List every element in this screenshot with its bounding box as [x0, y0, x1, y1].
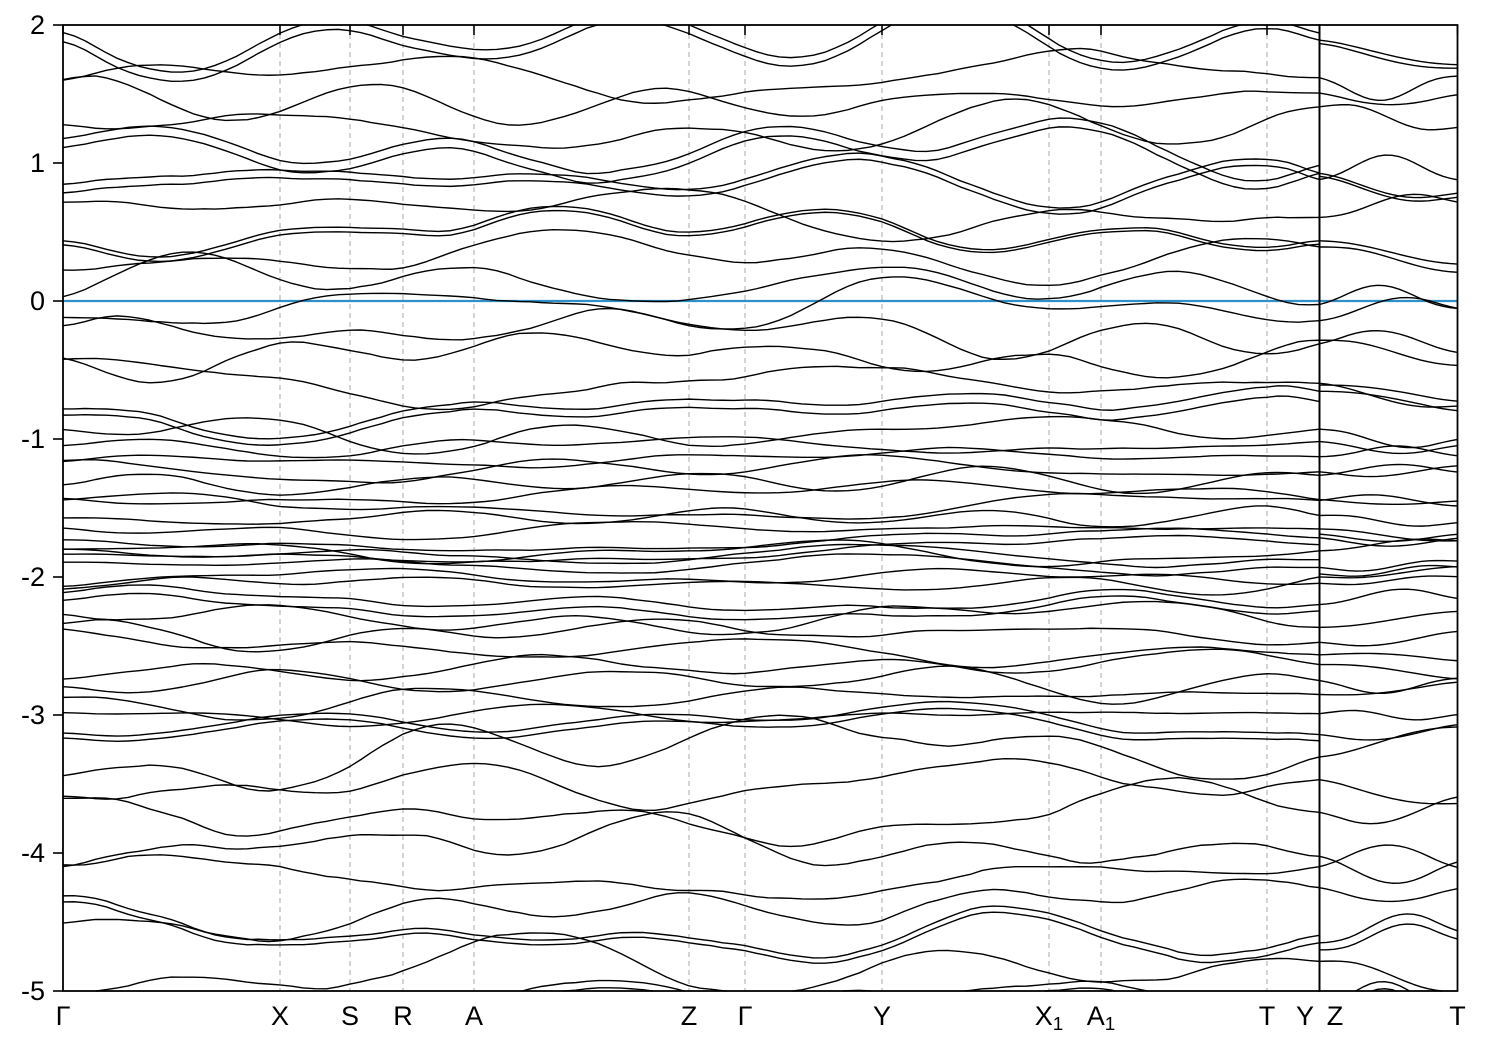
svg-text:A: A	[465, 1001, 483, 1031]
svg-text:-1: -1	[21, 424, 45, 454]
svg-text:R: R	[393, 1001, 413, 1031]
svg-text:T: T	[1449, 1001, 1466, 1031]
svg-text:-5: -5	[21, 976, 45, 1006]
svg-text:Γ: Γ	[738, 1001, 753, 1031]
svg-text:-4: -4	[21, 838, 45, 868]
svg-text:-3: -3	[21, 700, 45, 730]
svg-text:2: 2	[30, 10, 45, 40]
svg-text:T: T	[1259, 1001, 1276, 1031]
svg-text:Γ: Γ	[56, 1001, 71, 1031]
svg-text:-2: -2	[21, 562, 45, 592]
svg-text:Y: Y	[1296, 1001, 1314, 1031]
svg-text:X: X	[271, 1001, 289, 1031]
svg-text:S: S	[341, 1001, 359, 1031]
svg-text:Z: Z	[1327, 1001, 1344, 1031]
svg-text:0: 0	[30, 286, 45, 316]
svg-text:1: 1	[30, 148, 45, 178]
svg-text:Y: Y	[873, 1001, 891, 1031]
svg-text:Z: Z	[681, 1001, 698, 1031]
